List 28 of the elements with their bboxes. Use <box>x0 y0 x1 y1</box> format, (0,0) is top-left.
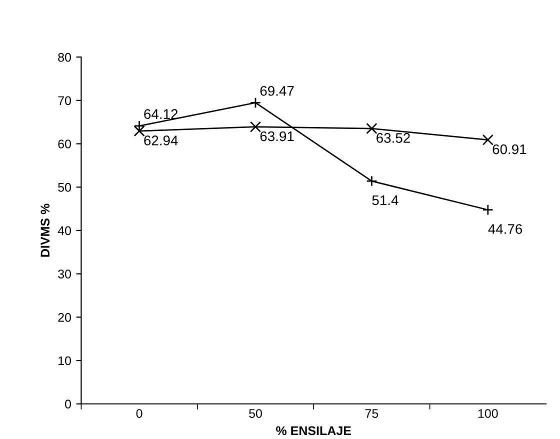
x-tick-label: 100 <box>478 409 498 418</box>
y-tick-label: 0 <box>65 400 71 409</box>
y-tick-label: 20 <box>58 312 71 322</box>
data-label: 44.76 <box>488 224 522 234</box>
y-tick-label: 80 <box>58 52 71 62</box>
x-axis-title: % ENSILAJE <box>276 426 351 436</box>
y-tick-label: 40 <box>58 226 71 236</box>
y-tick-label: 70 <box>58 96 71 106</box>
point <box>366 122 378 134</box>
data-label: 69.47 <box>260 86 294 96</box>
y-tick-label: 10 <box>58 356 71 366</box>
data-label: 63.91 <box>260 131 294 142</box>
point <box>482 204 494 216</box>
y-tick-label: 60 <box>58 140 71 148</box>
y-tick-label: 50 <box>58 182 71 192</box>
point <box>482 134 494 146</box>
x-tick-label: 50 <box>249 409 262 418</box>
point <box>250 121 262 132</box>
y-axis-title: DIVMS % <box>40 204 50 257</box>
point <box>134 125 145 137</box>
x-tick-label: 0 <box>136 409 142 418</box>
data-label: 62.94 <box>144 136 178 146</box>
data-label: 64.12 <box>144 109 178 119</box>
x-tick-label: 75 <box>365 409 378 418</box>
data-label: 63.52 <box>376 133 410 143</box>
y-tick-label: 30 <box>58 270 71 278</box>
data-label: 51.4 <box>372 195 398 206</box>
data-label: 60.91 <box>492 144 526 154</box>
